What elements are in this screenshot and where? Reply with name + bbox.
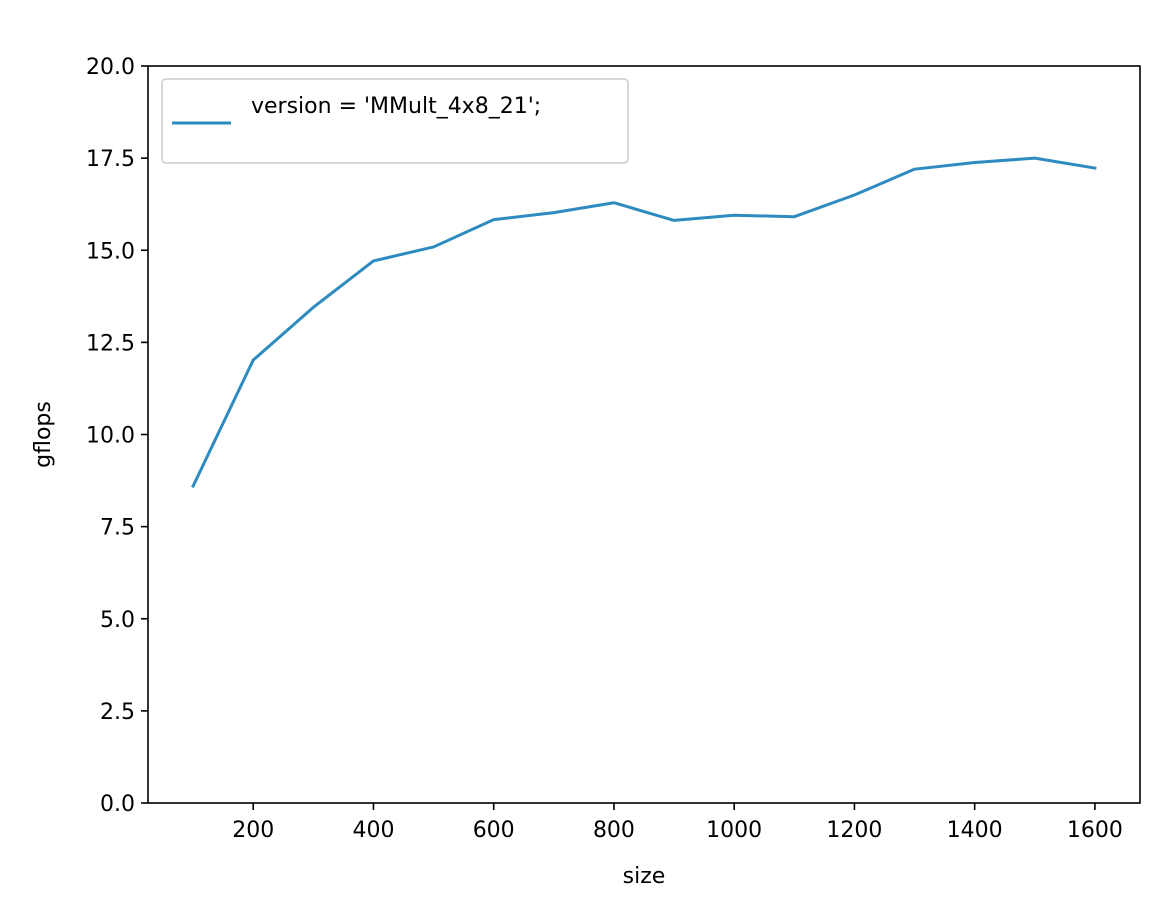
series-layer [191,156,1097,489]
y-tick-label: 12.5 [86,331,135,356]
legend-box [161,78,629,164]
legend-label: version = 'MMult_4x8_21'; [251,94,541,119]
x-tick-label: 600 [473,818,515,843]
x-tick-label: 800 [593,818,635,843]
y-tick-label: 15.0 [86,239,135,264]
x-tick-label: 1000 [706,818,762,843]
legend: version = 'MMult_4x8_21'; [161,78,629,164]
x-axis-label: size [623,864,666,889]
series-line-0 [191,156,1097,489]
x-tick-label: 400 [352,818,394,843]
y-tick-label: 7.5 [100,516,135,541]
x-axis-ticks: 200 400 600 800 1000 1200 1400 1600 [232,803,1123,843]
x-tick-label: 1600 [1067,818,1123,843]
x-tick-label: 1400 [947,818,1003,843]
y-tick-label: 2.5 [100,700,135,725]
y-axis-ticks: 0.0 2.5 5.0 7.5 10.0 12.5 15.0 17.5 20.0 [86,55,148,817]
y-tick-label: 20.0 [86,55,135,80]
x-tick-label: 1200 [826,818,882,843]
y-tick-label: 10.0 [86,424,135,449]
y-tick-label: 5.0 [100,608,135,633]
y-axis-label: gflops [31,401,56,468]
y-tick-label: 17.5 [86,147,135,172]
x-tick-label: 200 [232,818,274,843]
y-tick-label: 0.0 [100,792,135,817]
